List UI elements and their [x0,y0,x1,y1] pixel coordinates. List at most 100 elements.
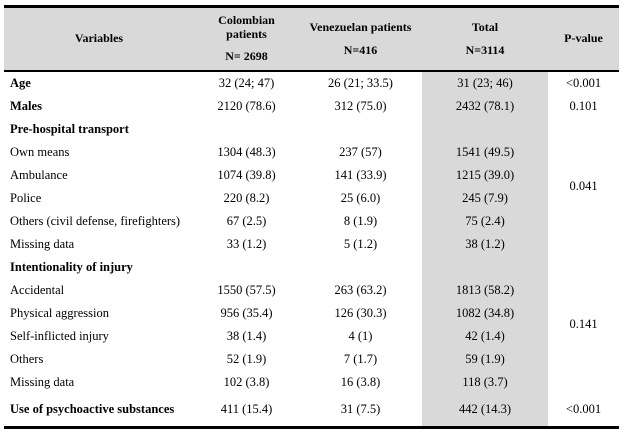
venezuelan-value-cell [299,118,422,141]
colombian-value-cell [194,118,299,141]
venezuelan-value-cell: 8 (1.9) [343,213,378,228]
venezuelan-value-cell: 141 (33.9) [334,167,387,182]
total-value-cell: 245 (7.9) [422,187,548,210]
variable-cell: Pre-hospital transport [10,121,129,136]
table-row: Physical aggression 956 (35.4) 126 (30.3) 1… [4,302,619,325]
column-header-total: Total N=3114 [422,6,548,72]
variable-cell: Missing data [10,236,75,251]
variable-cell: Others [10,351,44,366]
variable-cell: Use of psychoactive substances [10,402,175,417]
column-header-p-value: P-value [548,6,619,72]
colombian-value-cell: 33 (1.2) [226,236,267,251]
variable-cell: Self-inflicted injury [10,328,109,343]
variable-cell: Ambulance [10,167,68,182]
total-value-cell: 1541 (49.5) [422,141,548,164]
variable-cell: Age [10,75,31,90]
variable-cell: Accidental [10,282,65,297]
colombian-value-cell: 1074 (39.8) [217,167,276,182]
p-value-cell: 0.101 [569,98,598,113]
colombian-value-cell: 52 (1.9) [226,351,267,366]
table-row: Males 2120 (78.6) 312 (75.0) 2432 (78.1) 0.1… [4,95,619,118]
total-value-cell: 42 (1.4) [422,325,548,348]
column-header-venezuelan-patients: Venezuelan patients N=416 [299,6,422,72]
column-header-inner: Colombian patients N= 2698 [197,12,296,64]
column-header-colombian-patients: Colombian patients N= 2698 [194,6,299,72]
column-sample-size: N= 2698 [225,49,268,64]
variable-cell: Missing data [10,374,75,389]
variable-cell: Intentionality of injury [10,259,133,274]
venezuelan-value-cell: 7 (1.7) [343,351,378,366]
venezuelan-value-cell: 312 (75.0) [334,98,387,113]
table-row: Own means 1304 (48.3) 237 (57) 1541 (49.5) [4,141,619,164]
table-row: Others 52 (1.9) 7 (1.7) 59 (1.9) [4,348,619,371]
column-sample-size: N=3114 [465,42,505,57]
total-value-cell: 1215 (39.0) [422,164,548,187]
total-value-cell: 442 (14.3) [422,394,548,428]
venezuelan-value-cell: 16 (3.8) [340,374,381,389]
table-row: Ambulance 1074 (39.8) 141 (33.9) 1215 (39.0… [4,164,619,187]
venezuelan-value-cell: 263 (63.2) [334,282,387,297]
table-row: Use of psychoactive substances 411 (15.4)… [4,394,619,428]
column-label: Venezuelan patients [309,19,412,34]
table-row: Accidental 1550 (57.5) 263 (63.2) 1813 (58.… [4,279,619,302]
total-value-cell: 59 (1.9) [422,348,548,371]
table-row: Intentionality of injury 0.141 [4,256,619,331]
venezuelan-value-cell: 31 (7.5) [340,402,381,417]
total-value-cell: 1082 (34.8) [422,302,548,325]
colombian-value-cell: 220 (8.2) [223,190,270,205]
colombian-value-cell: 1304 (48.3) [217,144,276,159]
venezuelan-value-cell: 4 (1) [348,328,373,343]
total-value-cell: 118 (3.7) [422,371,548,394]
venezuelan-value-cell: 26 (21; 33.5) [328,75,393,90]
patients-comparison-table: Variables Colombian patients N= 2698 Venezu… [4,5,619,429]
table-row: Pre-hospital transport 0.041 [4,118,619,193]
venezuelan-value-cell: 5 (1.2) [343,236,378,251]
table-row: Age 32 (24; 47) 26 (21; 33.5) 31 (23; 46) <0… [4,71,619,95]
variable-cell: Others (civil defense, firefighters) [10,213,181,228]
total-value-cell: 75 (2.4) [422,210,548,233]
colombian-value-cell: 411 (15.4) [220,402,273,417]
column-header-inner: Variables [7,31,191,46]
total-value-cell: 1813 (58.2) [422,279,548,302]
colombian-value-cell: 2120 (78.6) [217,98,276,113]
column-label: Total [471,19,499,34]
total-value-cell: 38 (1.2) [422,233,548,256]
table-row: Self-inflicted injury 38 (1.4) 4 (1) 42 (1.… [4,325,619,348]
column-sample-size: N=416 [343,42,378,57]
colombian-value-cell: 956 (35.4) [220,305,273,320]
column-label: Variables [74,31,124,46]
colombian-value-cell: 38 (1.4) [226,328,267,343]
table-header: Variables Colombian patients N= 2698 Venezu… [4,6,619,72]
total-value-cell: 2432 (78.1) [422,95,548,118]
header-row: Variables Colombian patients N= 2698 Venezu… [4,6,619,72]
table-body: Age 32 (24; 47) 26 (21; 33.5) 31 (23; 46) <0… [4,71,619,428]
p-value-cell: 0.041 [569,179,598,194]
table-row: Others (civil defense, firefighters) 67 (… [4,210,619,233]
total-value-cell [422,256,548,279]
column-header-inner: P-value [551,31,616,46]
total-value-cell [422,118,548,141]
p-value-cell: 0.141 [569,317,598,332]
colombian-value-cell: 67 (2.5) [226,213,267,228]
venezuelan-value-cell [299,256,422,279]
venezuelan-value-cell: 126 (30.3) [334,305,387,320]
column-header-inner: Total N=3114 [425,19,545,58]
p-value-cell: <0.001 [565,75,602,90]
table-row: Missing data 33 (1.2) 5 (1.2) 38 (1.2) [4,233,619,256]
colombian-value-cell: 1550 (57.5) [217,282,276,297]
venezuelan-value-cell: 25 (6.0) [340,190,381,205]
column-label: Colombian patients [218,12,275,41]
table-row: Missing data 102 (3.8) 16 (3.8) 118 (3.7) [4,371,619,394]
p-value-cell: <0.001 [565,402,602,417]
colombian-value-cell: 102 (3.8) [223,374,270,389]
variable-cell: Physical aggression [10,305,109,320]
variable-cell: Police [10,190,42,205]
variable-cell: Own means [10,144,70,159]
venezuelan-value-cell: 237 (57) [339,144,382,159]
colombian-value-cell: 32 (24; 47) [218,75,275,90]
column-header-inner: Venezuelan patients N=416 [302,19,419,58]
colombian-value-cell [194,256,299,279]
total-value-cell: 31 (23; 46) [422,71,548,95]
column-header-variables: Variables [4,6,194,72]
column-label: P-value [564,31,603,46]
